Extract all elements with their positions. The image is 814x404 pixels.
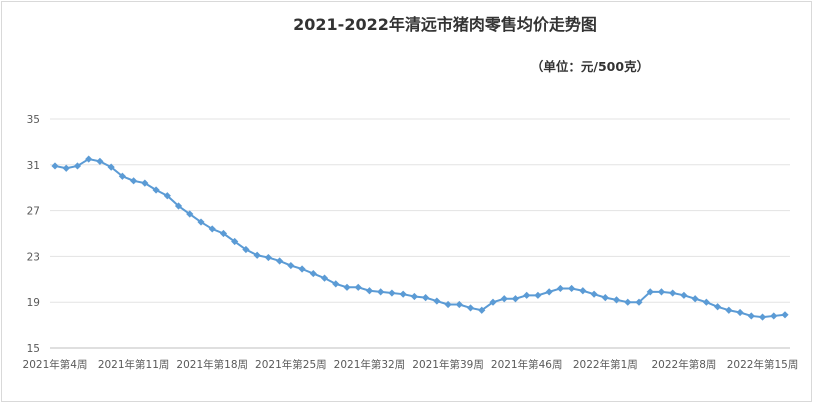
data-point-marker: [130, 177, 138, 185]
data-point-marker: [399, 290, 407, 298]
data-point-marker: [444, 300, 452, 309]
data-point-marker: [635, 298, 643, 306]
y-tick-label: 19: [27, 297, 40, 309]
data-point-marker: [276, 257, 284, 265]
x-tick-label: 2021年第25周: [255, 358, 327, 371]
x-tick-label: 2022年第15周: [727, 358, 799, 371]
y-tick-label: 35: [27, 114, 40, 126]
data-point-marker: [422, 294, 430, 302]
data-point-marker: [365, 287, 374, 295]
data-point-marker: [73, 162, 82, 170]
x-tick-label: 2021年第46周: [491, 358, 563, 371]
data-point-marker: [680, 291, 688, 299]
x-tick-label: 2021年第4周: [23, 358, 88, 371]
data-point-marker: [332, 280, 340, 288]
y-tick-label: 31: [27, 160, 40, 172]
data-point-marker: [433, 297, 441, 305]
data-point-marker: [624, 298, 632, 306]
data-point-marker: [186, 210, 194, 218]
x-tick-label: 2022年第1周: [573, 358, 638, 371]
data-point-marker: [96, 157, 104, 165]
data-point-marker: [163, 192, 171, 200]
data-point-marker: [231, 237, 239, 246]
y-tick-label: 15: [27, 343, 40, 355]
data-point-marker: [736, 308, 744, 317]
data-point-marker: [118, 172, 126, 180]
data-point-marker: [714, 303, 722, 311]
x-tick-label: 2021年第11周: [98, 358, 170, 371]
data-point-marker: [612, 296, 621, 304]
data-point-marker: [287, 261, 295, 270]
data-point-marker: [725, 306, 733, 314]
y-tick-label: 27: [27, 206, 40, 218]
x-axis-ticks: 2021年第4周 2021年第11周 2021年第18周 2021年第25周 2021年…: [23, 358, 799, 371]
x-tick-label: 2021年第18周: [176, 358, 248, 371]
data-point-marker: [747, 312, 755, 320]
data-point-marker: [62, 164, 70, 172]
data-point-marker: [657, 288, 666, 296]
data-point-marker: [568, 284, 576, 293]
data-point-marker: [174, 202, 183, 210]
x-tick-label: 2021年第39周: [412, 358, 484, 371]
chart-unit-subtitle: （单位：元/500克）: [531, 59, 649, 74]
chart-title: 2021-2022年清远市猪肉零售均价走势图: [293, 15, 597, 34]
data-point-marker: [197, 218, 205, 226]
data-point-marker: [770, 312, 778, 320]
data-point-marker: [152, 186, 160, 194]
data-point-marker: [579, 287, 587, 295]
data-point-marker: [354, 283, 362, 291]
data-point-marker: [601, 294, 609, 302]
price-series: [51, 155, 789, 321]
data-point-marker: [534, 291, 542, 299]
data-point-marker: [702, 298, 710, 306]
x-tick-label: 2021年第32周: [334, 358, 406, 371]
data-point-marker: [489, 298, 497, 306]
data-point-marker: [410, 292, 418, 301]
data-point-marker: [781, 311, 789, 319]
x-tick-label: 2022年第8周: [651, 358, 716, 371]
data-point-marker: [646, 288, 654, 296]
data-point-marker: [264, 253, 272, 262]
data-point-marker: [107, 163, 115, 171]
data-point-marker: [511, 295, 520, 303]
data-point-marker: [500, 295, 508, 303]
data-point-marker: [253, 251, 261, 259]
data-point-marker: [219, 229, 228, 238]
y-axis-ticks: 15 19 23 27 31 35: [27, 114, 40, 355]
data-point-marker: [669, 289, 677, 297]
data-point-marker: [343, 283, 351, 291]
data-point-marker: [556, 284, 564, 293]
data-point-marker: [523, 291, 531, 299]
data-point-marker: [590, 290, 598, 298]
data-point-marker: [141, 179, 149, 187]
data-point-marker: [377, 288, 385, 296]
gridlines: [50, 118, 790, 349]
data-point-marker: [455, 300, 463, 309]
data-point-marker: [478, 306, 486, 314]
data-point-marker: [309, 269, 317, 278]
data-point-marker: [758, 313, 767, 321]
data-point-marker: [320, 274, 329, 282]
data-point-marker: [208, 225, 216, 233]
data-point-marker: [242, 245, 250, 254]
data-point-marker: [388, 289, 396, 297]
y-tick-label: 23: [27, 251, 40, 263]
data-point-marker: [85, 155, 93, 163]
data-point-marker: [691, 295, 699, 303]
data-point-marker: [466, 304, 475, 312]
data-point-marker: [51, 162, 59, 170]
data-point-marker: [545, 288, 553, 296]
data-point-marker: [298, 265, 306, 273]
